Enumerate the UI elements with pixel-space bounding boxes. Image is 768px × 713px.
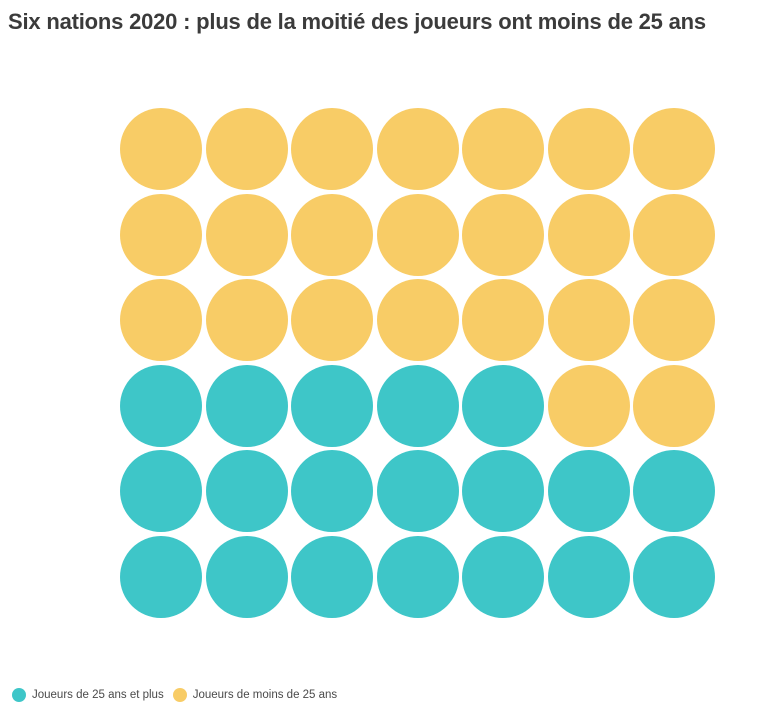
waffle-dot-moins25 [462,193,544,276]
waffle-dot-plus25 [376,535,459,618]
waffle-dot-plus25 [205,535,288,618]
waffle-dot-moins25 [120,108,202,190]
waffle-dot-moins25 [633,279,715,361]
waffle-dot-plus25 [633,535,715,618]
legend-item-25-et-plus: Joueurs de 25 ans et plus [12,688,164,702]
waffle-dot-moins25 [376,193,459,276]
waffle-dot-plus25 [376,450,459,532]
waffle-dot-plus25 [462,364,544,447]
waffle-dot-moins25 [205,108,288,190]
waffle-dot-moins25 [633,364,715,447]
waffle-dot-plus25 [633,450,715,532]
waffle-dot-plus25 [205,450,288,532]
waffle-dot-moins25 [462,108,544,190]
waffle-dot-moins25 [291,108,373,190]
waffle-dot-plus25 [120,535,202,618]
waffle-dot-moins25 [205,193,288,276]
legend-dot-25-et-plus-icon [12,688,26,702]
waffle-dot-plus25 [547,450,630,532]
waffle-dot-plus25 [120,450,202,532]
waffle-dot-moins25 [633,193,715,276]
legend-label-moins-25: Joueurs de moins de 25 ans [192,689,338,701]
legend: Joueurs de 25 ans et plus Joueurs de moi… [12,688,337,702]
waffle-dot-plus25 [376,364,459,447]
waffle-dot-moins25 [547,193,630,276]
waffle-dot-moins25 [547,108,630,190]
waffle-dot-moins25 [120,279,202,361]
waffle-grid [120,108,715,618]
waffle-dot-plus25 [462,535,544,618]
waffle-dot-moins25 [291,279,373,361]
waffle-dot-moins25 [376,108,459,190]
waffle-dot-plus25 [291,364,373,447]
waffle-dot-plus25 [462,450,544,532]
chart-title: Six nations 2020 : plus de la moitié des… [8,9,706,34]
waffle-dot-plus25 [120,364,202,447]
waffle-dot-moins25 [291,193,373,276]
waffle-dot-moins25 [205,279,288,361]
waffle-dot-moins25 [633,108,715,190]
waffle-dot-moins25 [462,279,544,361]
legend-label-25-et-plus: Joueurs de 25 ans et plus [32,689,164,701]
waffle-dot-plus25 [291,535,373,618]
waffle-dot-plus25 [547,535,630,618]
waffle-dot-plus25 [291,450,373,532]
waffle-dot-moins25 [120,193,202,276]
waffle-dot-moins25 [376,279,459,361]
legend-item-moins-25: Joueurs de moins de 25 ans [172,688,338,702]
waffle-dot-plus25 [205,364,288,447]
waffle-dot-moins25 [547,364,630,447]
waffle-dot-moins25 [547,279,630,361]
legend-dot-moins-25-icon [172,688,187,702]
